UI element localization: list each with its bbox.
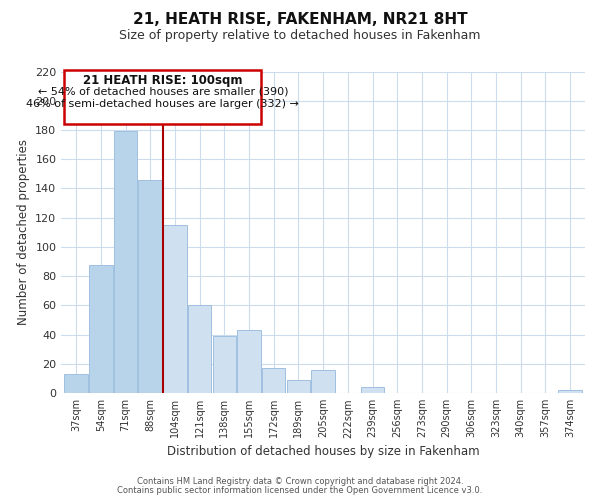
Bar [163, 225, 187, 393]
Text: Size of property relative to detached houses in Fakenham: Size of property relative to detached ho… [119, 29, 481, 42]
Bar [139, 180, 162, 393]
Text: Contains HM Land Registry data © Crown copyright and database right 2024.: Contains HM Land Registry data © Crown c… [137, 477, 463, 486]
Bar [559, 390, 582, 393]
FancyBboxPatch shape [64, 70, 262, 124]
Bar [114, 132, 137, 393]
Text: ← 54% of detached houses are smaller (390): ← 54% of detached houses are smaller (39… [38, 86, 288, 96]
Y-axis label: Number of detached properties: Number of detached properties [17, 140, 29, 326]
Bar [262, 368, 286, 393]
Text: 21 HEATH RISE: 100sqm: 21 HEATH RISE: 100sqm [83, 74, 242, 88]
Bar [188, 306, 211, 393]
Bar [64, 374, 88, 393]
Bar [287, 380, 310, 393]
Bar [361, 388, 384, 393]
Bar [212, 336, 236, 393]
Bar [238, 330, 261, 393]
Bar [89, 264, 113, 393]
Text: 46% of semi-detached houses are larger (332) →: 46% of semi-detached houses are larger (… [26, 98, 299, 108]
Text: Contains public sector information licensed under the Open Government Licence v3: Contains public sector information licen… [118, 486, 482, 495]
X-axis label: Distribution of detached houses by size in Fakenham: Distribution of detached houses by size … [167, 444, 479, 458]
Text: 21, HEATH RISE, FAKENHAM, NR21 8HT: 21, HEATH RISE, FAKENHAM, NR21 8HT [133, 12, 467, 28]
Bar [311, 370, 335, 393]
